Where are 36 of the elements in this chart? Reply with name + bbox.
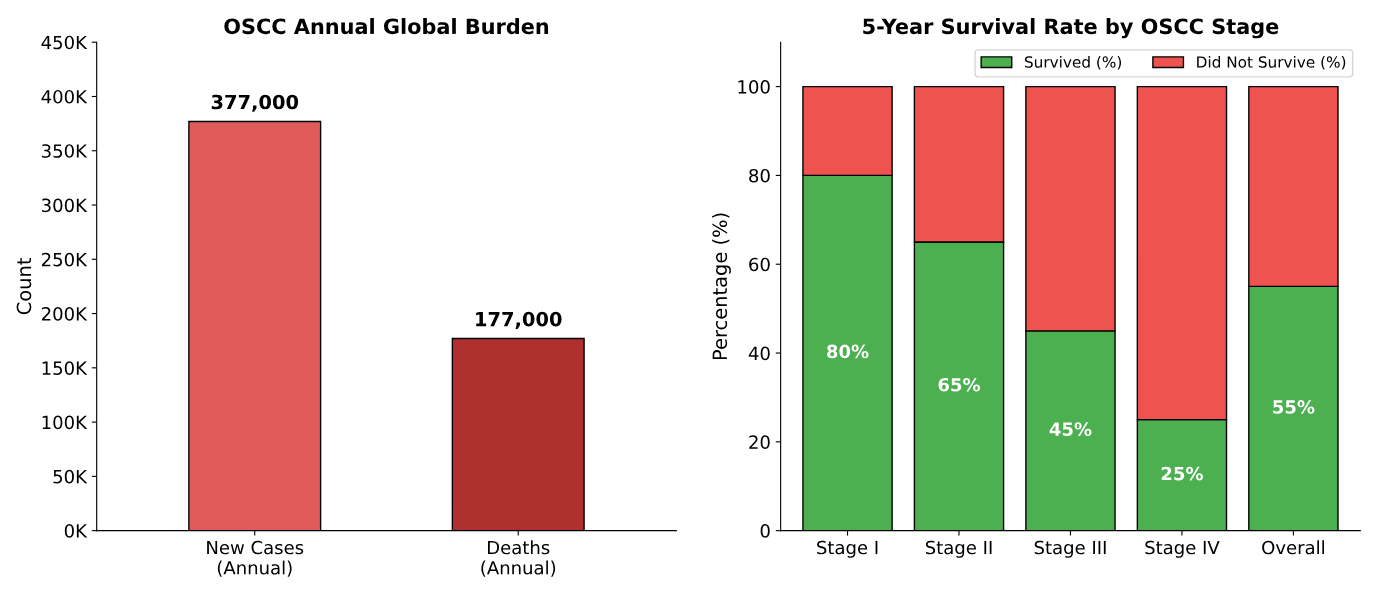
data-label: 80% xyxy=(827,344,869,359)
y-axis-title: Count xyxy=(16,258,32,315)
y-tick-label: 60 xyxy=(749,257,770,272)
chart-title: OSCC Annual Global Burden xyxy=(224,18,549,35)
y-tick-label: 250K xyxy=(41,252,88,267)
y-tick-label: 0 xyxy=(760,524,770,538)
y-tick-label: 0K xyxy=(64,524,88,538)
y-tick-label: 20 xyxy=(749,435,770,449)
data-label: 65% xyxy=(938,377,981,392)
y-tick-label: 40 xyxy=(748,346,770,361)
y-tick-label: 300K xyxy=(42,198,88,213)
y-tick-label: 100K xyxy=(42,415,88,430)
x-tick-label: Stage III xyxy=(1034,540,1106,558)
y-tick-label: 350K xyxy=(42,144,88,158)
data-label: 55% xyxy=(1273,400,1315,414)
y-tick-label: 400K xyxy=(41,89,88,104)
data-label: 377,000 xyxy=(211,94,299,112)
y-tick-label: 50K xyxy=(53,469,88,484)
y-axis-title: Percentage (%) xyxy=(712,213,731,360)
x-tick-label: Stage II xyxy=(925,540,992,558)
y-tick-label: 100 xyxy=(738,80,770,94)
chart-title: 5-Year Survival Rate by OSCC Stage xyxy=(863,18,1279,39)
data-label: 25% xyxy=(1161,466,1203,481)
y-tick-label: 450K xyxy=(41,35,88,50)
x-tick-label: Deaths (Annual) xyxy=(481,540,556,577)
y-tick-label: 200K xyxy=(41,307,88,321)
legend-label: Survived (%) xyxy=(1024,55,1122,70)
legend-label: Did Not Survive (%) xyxy=(1197,55,1346,70)
data-label: 177,000 xyxy=(476,311,562,329)
x-tick-label: Overall xyxy=(1262,540,1324,555)
x-tick-label: Stage IV xyxy=(1145,540,1220,558)
data-label: 45% xyxy=(1049,422,1092,436)
y-tick-label: 150K xyxy=(42,361,88,375)
x-tick-label: New Cases (Annual) xyxy=(207,540,304,577)
x-tick-label: Stage I xyxy=(817,540,878,558)
y-tick-label: 80 xyxy=(749,168,770,183)
